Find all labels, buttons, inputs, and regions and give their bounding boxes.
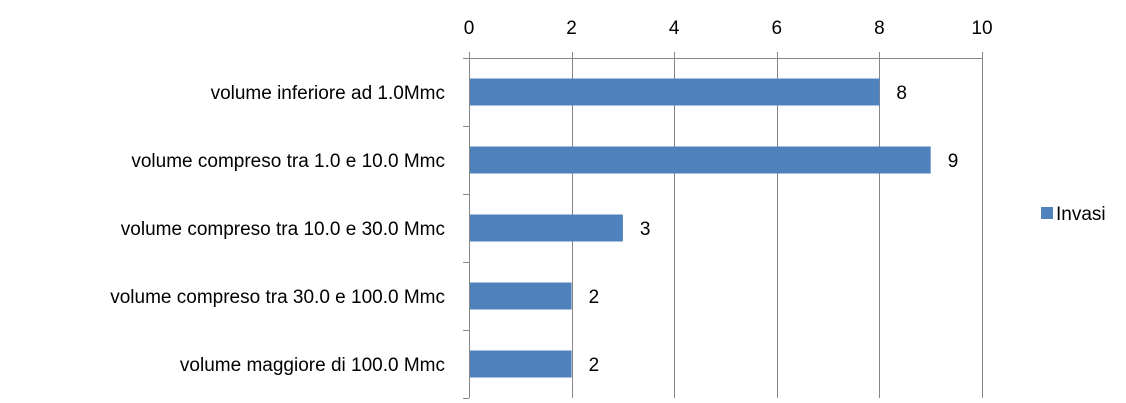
data-label: 2 — [589, 355, 600, 376]
gridlines — [572, 58, 983, 398]
tick-labels: 0 2 4 6 8 10 — [464, 18, 993, 39]
axes — [463, 52, 983, 399]
category-label: volume compreso tra 30.0 e 100.0 Mmc — [110, 287, 445, 308]
bar — [470, 282, 572, 310]
bar — [470, 214, 623, 242]
data-labels: 8 9 3 2 2 — [589, 83, 959, 376]
data-label: 3 — [640, 219, 651, 240]
data-label: 2 — [589, 287, 600, 308]
x-tick-label: 6 — [772, 18, 783, 39]
bars — [470, 78, 931, 378]
x-tick-label: 0 — [464, 18, 475, 39]
x-tick-label: 10 — [971, 18, 992, 39]
legend: Invasi — [1041, 204, 1106, 225]
legend-label: Invasi — [1056, 204, 1106, 225]
category-label: volume compreso tra 1.0 e 10.0 Mmc — [131, 151, 445, 172]
x-tick-label: 8 — [874, 18, 885, 39]
bar — [470, 78, 880, 106]
category-label: volume maggiore di 100.0 Mmc — [180, 355, 445, 376]
category-label: volume inferiore ad 1.0Mmc — [211, 83, 445, 104]
x-tick-label: 2 — [566, 18, 577, 39]
data-label: 8 — [896, 83, 907, 104]
data-label: 9 — [948, 151, 959, 172]
bar — [470, 146, 931, 174]
x-tick-label: 4 — [669, 18, 680, 39]
category-label: volume compreso tra 10.0 e 30.0 Mmc — [121, 219, 445, 240]
legend-swatch — [1041, 207, 1053, 219]
category-labels: volume inferiore ad 1.0Mmc volume compres… — [110, 83, 445, 376]
bar — [470, 350, 572, 378]
